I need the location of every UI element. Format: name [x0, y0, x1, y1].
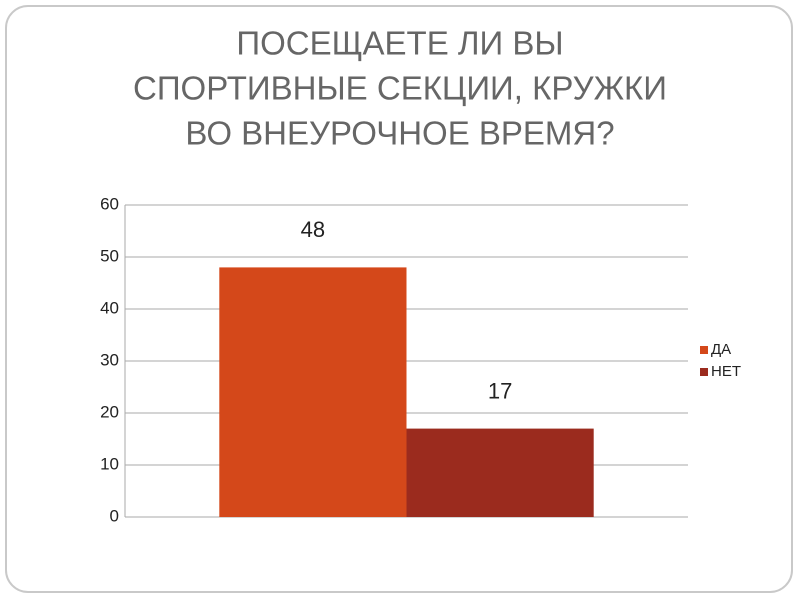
- y-tick-label: 40: [100, 298, 119, 317]
- data-label: 17: [488, 378, 512, 403]
- chart-title: ВО ВНЕУРОЧНОЕ ВРЕМЯ?: [185, 115, 614, 152]
- legend-label: НЕТ: [711, 363, 741, 380]
- y-tick-label: 20: [100, 402, 119, 421]
- y-tick-label: 10: [100, 454, 119, 473]
- bar: [219, 267, 407, 517]
- y-tick-label: 30: [100, 350, 119, 369]
- chart-title: ПОСЕЩАЕТЕ ЛИ ВЫ: [236, 25, 563, 62]
- chart-title: СПОРТИВНЫЕ СЕКЦИИ, КРУЖКИ: [133, 70, 667, 107]
- legend-swatch: [700, 346, 708, 354]
- legend-label: ДА: [711, 341, 731, 358]
- y-tick-label: 60: [100, 194, 119, 213]
- y-tick-label: 50: [100, 246, 119, 265]
- y-tick-label: 0: [110, 506, 119, 525]
- data-label: 48: [301, 217, 325, 242]
- legend-swatch: [700, 368, 708, 376]
- bar: [406, 428, 594, 517]
